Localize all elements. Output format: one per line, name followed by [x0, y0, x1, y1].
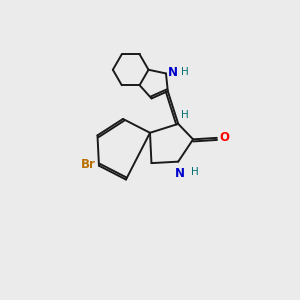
Text: O: O [219, 131, 229, 144]
Text: H: H [191, 167, 199, 177]
Text: Br: Br [80, 158, 95, 171]
Text: N: N [174, 167, 184, 180]
Text: H: H [181, 110, 189, 120]
Text: N: N [168, 66, 178, 79]
Text: H: H [182, 67, 189, 77]
